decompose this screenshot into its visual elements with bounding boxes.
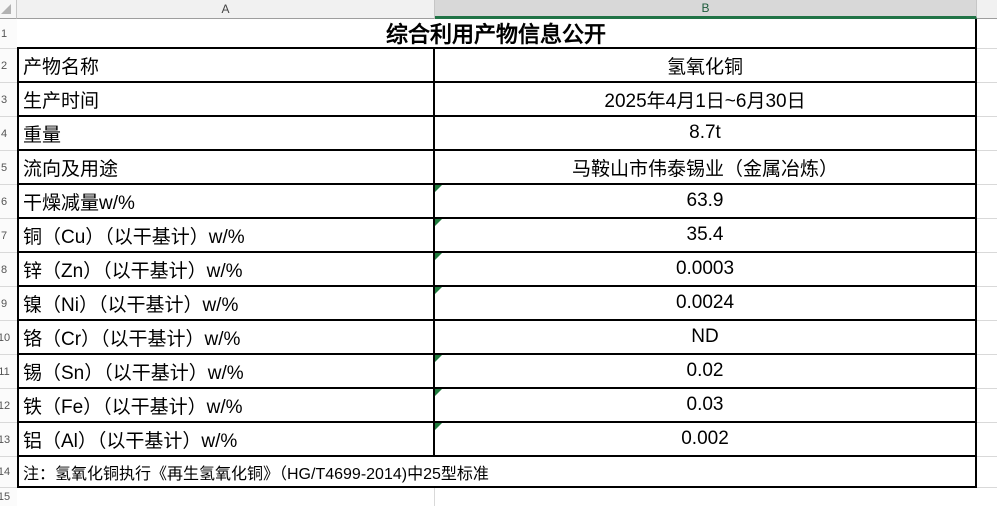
row-header-2[interactable]: 2 xyxy=(0,49,17,83)
empty-row-15 xyxy=(17,488,997,506)
gridline-stub xyxy=(977,83,997,117)
row-header-12[interactable]: 12 xyxy=(0,389,17,423)
label-cell-production-time[interactable]: 生产时间 xyxy=(17,83,435,117)
select-all-corner[interactable] xyxy=(0,0,17,19)
row-header-1[interactable]: 1 xyxy=(0,19,17,49)
row-header-4[interactable]: 4 xyxy=(0,117,17,151)
error-flag-icon xyxy=(435,355,442,362)
gridline-stub xyxy=(977,151,997,185)
error-flag-icon xyxy=(435,389,442,396)
row-header-6[interactable]: 6 xyxy=(0,185,17,219)
table-row: 铜（Cu）（以干基计）w/% 35.4 xyxy=(17,219,997,253)
table-row: 锌（Zn）（以干基计）w/% 0.0003 xyxy=(17,253,997,287)
column-header-c-partial[interactable] xyxy=(977,0,997,19)
label-cell-fe[interactable]: 铁（Fe）（以干基计）w/% xyxy=(17,389,435,423)
table-row: 流向及用途 马鞍山市伟泰锡业（金属冶炼） xyxy=(17,151,997,185)
table-row: 生产时间 2025年4月1日~6月30日 xyxy=(17,83,997,117)
value-cell-ni[interactable]: 0.0024 xyxy=(435,287,977,321)
table-row: 干燥减量w/% 63.9 xyxy=(17,185,997,219)
error-flag-icon xyxy=(435,219,442,226)
column-header-a[interactable]: A xyxy=(17,0,435,19)
gridline-stub xyxy=(977,287,997,321)
row-header-13[interactable]: 13 xyxy=(0,423,17,457)
value-cell-sn[interactable]: 0.02 xyxy=(435,355,977,389)
note-cell[interactable]: 注：氢氧化铜执行《再生氢氧化铜》（HG/T4699-2014)中25型标准 xyxy=(17,457,977,488)
error-flag-icon xyxy=(435,423,442,430)
label-cell-cu[interactable]: 铜（Cu）（以干基计）w/% xyxy=(17,219,435,253)
value-cell-cu[interactable]: 35.4 xyxy=(435,219,977,253)
table-row: 重量 8.7t xyxy=(17,117,997,151)
value-cell-cr[interactable]: ND xyxy=(435,321,977,355)
gridline-stub xyxy=(977,321,997,355)
table-row: 锡（Sn）（以干基计）w/% 0.02 xyxy=(17,355,997,389)
column-header-row: A B xyxy=(0,0,997,19)
gridline-stub xyxy=(977,19,997,49)
value-cell-zn[interactable]: 0.0003 xyxy=(435,253,977,287)
row-header-14[interactable]: 14 xyxy=(0,457,17,488)
row-header-15[interactable]: 15 xyxy=(0,491,11,503)
gridline-stub xyxy=(977,355,997,389)
value-cell-fe[interactable]: 0.03 xyxy=(435,389,977,423)
label-cell-al[interactable]: 铝（Al）（以干基计）w/% xyxy=(17,423,435,457)
label-cell-weight[interactable]: 重量 xyxy=(17,117,435,151)
gridline-stub xyxy=(977,117,997,151)
label-cell-destination[interactable]: 流向及用途 xyxy=(17,151,435,185)
empty-cell-b15[interactable] xyxy=(435,488,977,506)
title-row: 综合利用产物信息公开 xyxy=(17,19,997,49)
label-cell-product-name[interactable]: 产物名称 xyxy=(17,49,435,83)
row-header-9[interactable]: 9 xyxy=(0,287,17,321)
page-title-cell[interactable]: 综合利用产物信息公开 xyxy=(17,19,977,49)
gridline-stub xyxy=(977,49,997,83)
value-cell-product-name[interactable]: 氢氧化铜 xyxy=(435,49,977,83)
table-row: 产物名称 氢氧化铜 xyxy=(17,49,997,83)
label-cell-drying-loss[interactable]: 干燥减量w/% xyxy=(17,185,435,219)
gridline-stub xyxy=(977,253,997,287)
error-flag-icon xyxy=(435,185,442,192)
value-cell-drying-loss[interactable]: 63.9 xyxy=(435,185,977,219)
gridline-stub xyxy=(977,219,997,253)
label-cell-zn[interactable]: 锌（Zn）（以干基计）w/% xyxy=(17,253,435,287)
gridline-stub xyxy=(977,389,997,423)
gridline-stub xyxy=(977,185,997,219)
table-row: 镍（Ni）（以干基计）w/% 0.0024 xyxy=(17,287,997,321)
error-flag-icon xyxy=(435,253,442,260)
label-cell-cr[interactable]: 铬（Cr）（以干基计）w/% xyxy=(17,321,435,355)
row-header-8[interactable]: 8 xyxy=(0,253,17,287)
value-cell-al[interactable]: 0.002 xyxy=(435,423,977,457)
table-row: 铬（Cr）（以干基计）w/% ND xyxy=(17,321,997,355)
row-header-10[interactable]: 10 xyxy=(0,321,17,355)
column-header-b-selected[interactable]: B xyxy=(435,0,977,19)
row-header-7[interactable]: 7 xyxy=(0,219,17,253)
row-header-3[interactable]: 3 xyxy=(0,83,17,117)
table-row: 铁（Fe）（以干基计）w/% 0.03 xyxy=(17,389,997,423)
note-row: 注：氢氧化铜执行《再生氢氧化铜》（HG/T4699-2014)中25型标准 xyxy=(17,457,997,488)
error-flag-icon xyxy=(435,287,442,294)
row-header-column: 1 2 3 4 5 6 7 8 9 10 11 12 13 14 15 xyxy=(0,19,17,506)
label-cell-ni[interactable]: 镍（Ni）（以干基计）w/% xyxy=(17,287,435,321)
gridline-stub xyxy=(977,423,997,457)
table-row: 铝（Al）（以干基计）w/% 0.002 xyxy=(17,423,997,457)
value-cell-production-time[interactable]: 2025年4月1日~6月30日 xyxy=(435,83,977,117)
select-all-triangle-icon xyxy=(1,4,11,14)
gridline-stub xyxy=(977,457,997,488)
row-header-5[interactable]: 5 xyxy=(0,151,17,185)
value-cell-destination[interactable]: 马鞍山市伟泰锡业（金属冶炼） xyxy=(435,151,977,185)
value-cell-weight[interactable]: 8.7t xyxy=(435,117,977,151)
label-cell-sn[interactable]: 锡（Sn）（以干基计）w/% xyxy=(17,355,435,389)
sheet-grid: 综合利用产物信息公开 产物名称 氢氧化铜 生产时间 2025年4月1日~6月30… xyxy=(17,19,997,506)
empty-cell-a15[interactable] xyxy=(17,488,435,506)
row-header-11[interactable]: 11 xyxy=(0,355,17,389)
